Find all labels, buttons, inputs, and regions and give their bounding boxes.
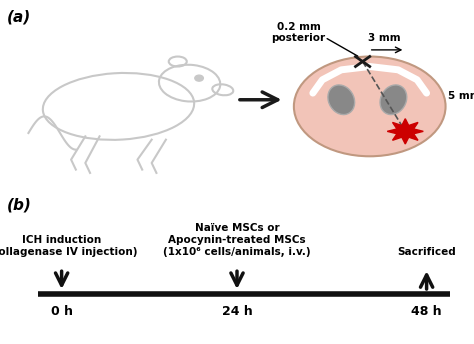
Text: 5 mm: 5 mm [448, 92, 474, 101]
Text: (a): (a) [7, 10, 31, 25]
Text: 0.2 mm
posterior: 0.2 mm posterior [272, 22, 326, 43]
Text: Sacrificed: Sacrificed [397, 247, 456, 257]
Text: 48 h: 48 h [411, 305, 442, 318]
Text: (b): (b) [7, 198, 32, 213]
Text: ICH induction
(Collagenase IV injection): ICH induction (Collagenase IV injection) [0, 235, 137, 257]
Ellipse shape [380, 85, 407, 115]
Text: 3 mm: 3 mm [368, 33, 400, 43]
Polygon shape [387, 119, 423, 144]
Text: 0 h: 0 h [51, 305, 73, 318]
Circle shape [195, 75, 203, 81]
Ellipse shape [328, 85, 355, 115]
Text: Naïve MSCs or
Apocynin-treated MSCs
(1x10⁶ cells/animals, i.v.): Naïve MSCs or Apocynin-treated MSCs (1x1… [163, 223, 311, 257]
Text: 24 h: 24 h [222, 305, 252, 318]
Ellipse shape [294, 56, 446, 156]
